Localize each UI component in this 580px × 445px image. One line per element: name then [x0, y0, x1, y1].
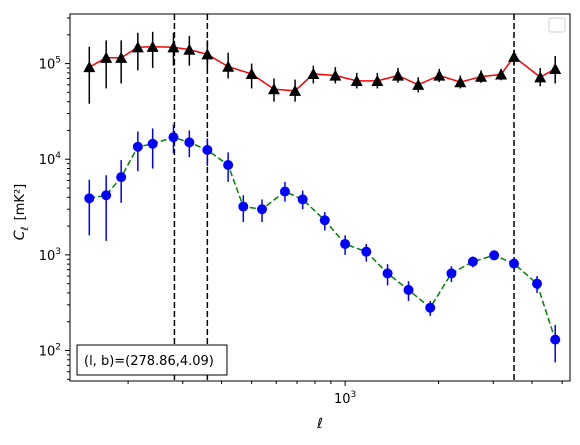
data-point-triangle [83, 61, 96, 73]
data-point-circle [132, 141, 143, 152]
data-point-triangle [371, 74, 384, 86]
y-tick-label-base: 10 [39, 153, 56, 168]
data-point-circle [297, 194, 308, 205]
data-point-triangle [307, 67, 320, 80]
data-point-circle [84, 193, 95, 204]
y-tick-label: 102 [39, 343, 61, 360]
data-point-triangle [433, 69, 446, 81]
legend [548, 17, 566, 33]
data-point-triangle [245, 67, 258, 80]
data-point-triangle [329, 69, 342, 81]
x-tick-label-base: 10 [334, 392, 351, 407]
y-axis-label-sub: ℓ [20, 226, 31, 230]
data-point-triangle [115, 51, 128, 63]
data-point-circle [340, 238, 351, 249]
data-point-triangle [549, 62, 562, 75]
data-point-triangle [534, 71, 547, 83]
data-point-circle [147, 138, 158, 149]
data-point-circle [279, 186, 290, 197]
data-point-triangle [495, 68, 508, 80]
x-tick-label-exp: 3 [351, 390, 357, 400]
data-point-triangle [508, 50, 521, 62]
data-point-circle [361, 246, 372, 257]
data-point-circle [550, 334, 561, 345]
data-point-circle [489, 250, 500, 261]
y-tick-label-base: 10 [39, 249, 56, 264]
data-point-triangle [100, 51, 113, 63]
data-point-circle [116, 172, 127, 183]
data-point-circle [168, 132, 179, 143]
data-point-circle [446, 268, 457, 279]
y-axis-label: Cℓ [mK²] [12, 184, 31, 240]
y-axis-label-main: C [12, 230, 28, 240]
axes-frame [69, 13, 571, 382]
y-tick-label-exp: 5 [55, 56, 61, 66]
data-point-triangle [412, 78, 425, 90]
data-point-triangle [131, 41, 144, 53]
vline-layer [173, 14, 515, 381]
data-point-triangle [350, 74, 363, 86]
legend-box [548, 17, 566, 33]
data-point-triangle [146, 40, 159, 52]
y-tick-label: 105 [39, 56, 61, 73]
marker-layer [83, 40, 562, 345]
data-point-circle [101, 190, 112, 201]
y-tick-label-base: 10 [39, 58, 56, 73]
x-axis-label: ℓ [316, 416, 323, 432]
data-point-triangle [475, 70, 488, 82]
y-tick-label: 104 [39, 151, 62, 168]
data-point-triangle [167, 41, 180, 53]
annotation-box: (l, b)=(278.86,4.09) [76, 344, 228, 376]
data-point-triangle [391, 69, 404, 81]
data-point-circle [467, 256, 478, 267]
data-point-triangle [222, 60, 235, 72]
y-tick-label-base: 10 [39, 345, 56, 360]
data-point-circle [238, 201, 249, 212]
y-axis-label-text: Cℓ [mK²] [12, 184, 31, 240]
data-point-triangle [183, 43, 196, 55]
data-point-triangle [201, 48, 214, 60]
data-point-circle [403, 284, 414, 295]
y-tick-label-exp: 2 [55, 343, 61, 353]
data-point-circle [382, 268, 393, 279]
data-point-circle [509, 258, 520, 269]
data-point-triangle [289, 84, 302, 96]
data-point-circle [202, 144, 213, 155]
data-point-circle [223, 160, 234, 171]
data-point-circle [532, 278, 543, 289]
data-point-circle [257, 204, 268, 215]
annotation-frame [76, 344, 228, 376]
annotation-text: (l, b)=(278.86,4.09) [84, 354, 214, 369]
y-tick-label-exp: 4 [55, 151, 61, 161]
x-tick-label: 103 [334, 390, 356, 407]
data-point-circle [319, 215, 330, 226]
data-point-circle [184, 137, 195, 148]
y-axis-label-unit: [mK²] [13, 184, 28, 221]
data-point-triangle [267, 83, 280, 95]
y-tick-label-exp: 3 [55, 247, 61, 257]
data-point-circle [425, 302, 436, 313]
data-point-triangle [454, 76, 467, 88]
y-tick-label: 103 [39, 247, 61, 264]
plot-area [70, 14, 570, 381]
